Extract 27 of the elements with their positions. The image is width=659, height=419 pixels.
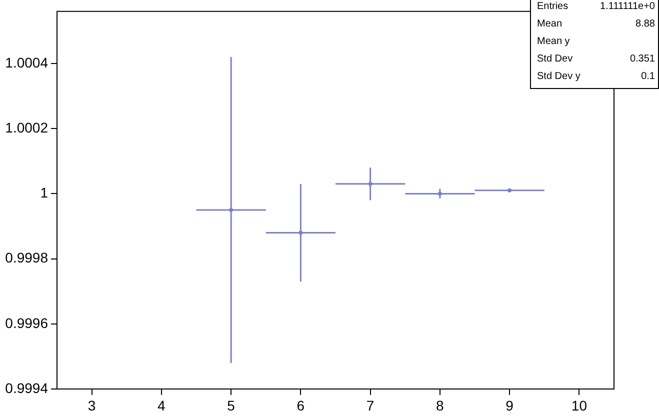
- x-tick-label: 3: [88, 397, 96, 414]
- annotation: Mean y: [537, 36, 570, 47]
- x-tick-label: 9: [506, 397, 514, 414]
- x-tick-label: 7: [366, 397, 374, 414]
- x-tick-label: 10: [571, 397, 588, 414]
- point: [229, 208, 234, 212]
- text: 0.351: [630, 53, 656, 64]
- text: 0.1: [641, 70, 656, 82]
- y-tick-label: 1.0004: [5, 54, 48, 70]
- annotation: Std Dev y: [537, 70, 580, 82]
- y-tick-label: 0.9994: [5, 380, 48, 396]
- point: [298, 230, 303, 235]
- annotation: Entries: [537, 0, 568, 12]
- point: [438, 192, 442, 196]
- annotation: Std Dev: [537, 53, 573, 64]
- x-tick-label: 4: [158, 397, 166, 414]
- point: [368, 182, 372, 186]
- y-tick-label: 0.9998: [5, 250, 48, 266]
- x-tick-label: 6: [296, 397, 305, 414]
- annotation: Mean: [537, 18, 562, 30]
- annotation: 1.111111e+0: [600, 0, 656, 12]
- x-tick-label: 8: [436, 397, 444, 414]
- y-tick-label: 0.9996: [5, 314, 48, 331]
- text: 8.88: [636, 18, 656, 30]
- x-tick-label: 5: [227, 397, 236, 414]
- y-tick-label: 1: [40, 184, 48, 201]
- y-tick-label: 1.0002: [5, 119, 48, 136]
